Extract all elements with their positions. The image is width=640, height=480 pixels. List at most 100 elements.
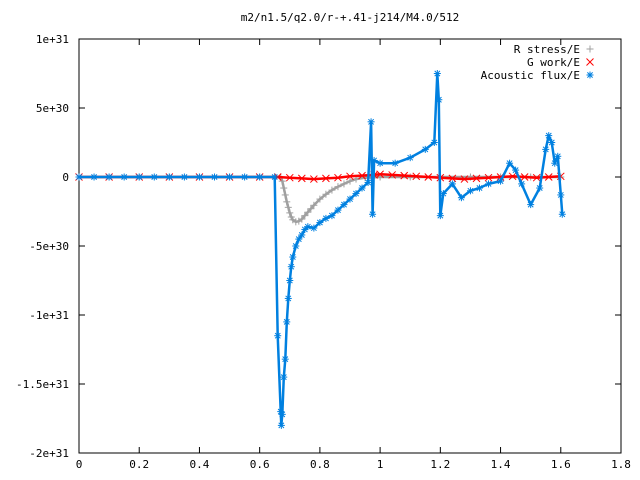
data-point [334,173,342,182]
data-point [554,152,562,160]
data-point [298,231,306,239]
data-point [289,253,297,261]
x-tick-label: 0.6 [250,458,270,471]
x-tick-label: 1 [377,458,384,471]
data-point [460,175,469,183]
data-point [430,139,438,146]
data-point [412,172,421,181]
x-tick-label: 0.8 [310,458,330,471]
data-point [307,205,315,213]
data-point [278,410,286,418]
data-point [280,373,288,381]
data-point [310,201,318,209]
data-point [271,173,279,181]
legend-label: Acoustic flux/E [481,69,580,82]
data-point [340,201,348,209]
data-point [406,154,414,162]
data-point [536,184,544,192]
y-tick-label: 0 [62,171,69,184]
series-line [79,72,564,427]
data-point [150,173,158,181]
x-tick: 1.4 [491,39,511,471]
data-point [334,206,342,214]
data-point [527,201,535,209]
data-point [346,172,354,181]
y-tick-label: 1e+31 [36,33,69,46]
legend-entry: G work/E [527,56,594,69]
data-point [316,195,324,203]
data-point [388,171,397,179]
data-point [558,210,566,218]
data-point [346,195,354,203]
chart-title: m2/n1.5/q2.0/r-+.41-j214/M4.0/512 [241,11,460,24]
data-point [545,132,553,140]
data-point [287,263,295,271]
data-point [485,180,493,188]
data-point [364,179,372,187]
y-tick: -2e+31 [29,447,621,460]
data-point [508,172,517,181]
data-point [120,173,128,181]
data-point [439,190,447,198]
data-point [241,173,249,181]
data-point [367,118,375,126]
data-point [292,218,300,226]
data-point [358,184,366,192]
data-point [518,180,526,188]
series-layer [75,70,566,429]
data-point [297,174,306,183]
data-point [284,203,292,211]
data-point [322,190,330,198]
data-point [457,194,465,202]
data-point [435,96,443,104]
x-tick-label: 1.8 [611,458,631,471]
data-point [376,170,384,179]
y-tick-label: -1e+31 [29,309,69,322]
legend-marker [586,58,594,66]
x-tick: 0.4 [190,39,210,471]
x-tick-label: 0.4 [190,458,210,471]
data-point [352,190,360,198]
x-tick: 1.8 [611,39,631,471]
data-point [75,173,83,181]
x-tick: 0.2 [129,39,149,471]
data-point [298,215,306,223]
data-point [542,145,550,153]
x-tick-label: 0 [76,458,83,471]
y-tick-label: 5e+30 [36,102,69,115]
legend-marker [586,45,594,53]
data-point [105,173,113,181]
legend-marker [586,71,594,79]
data-point [466,187,474,195]
y-tick: 1e+31 [36,33,621,46]
data-point [281,191,289,199]
data-point [286,277,294,284]
data-point [433,70,441,77]
legend-label: G work/E [527,56,580,69]
data-point [358,171,366,180]
x-tick: 1 [377,39,384,471]
data-point [280,184,288,192]
data-point [475,184,483,192]
y-tick: -5e+30 [29,240,621,253]
data-point [448,174,457,183]
data-point [506,159,514,167]
data-point [376,159,384,167]
series-2 [75,70,566,429]
data-point [165,173,173,181]
data-point [370,156,378,164]
data-point [400,171,409,180]
data-point [532,173,541,182]
data-point [512,166,520,174]
x-tick-label: 0.2 [129,458,149,471]
data-point [369,210,377,218]
data-point [285,173,294,182]
data-point [301,212,309,220]
data-point [278,177,286,185]
data-point [484,173,493,182]
x-tick: 0.6 [250,39,270,471]
legend-entry: Acoustic flux/E [481,69,594,82]
data-point [497,177,505,185]
